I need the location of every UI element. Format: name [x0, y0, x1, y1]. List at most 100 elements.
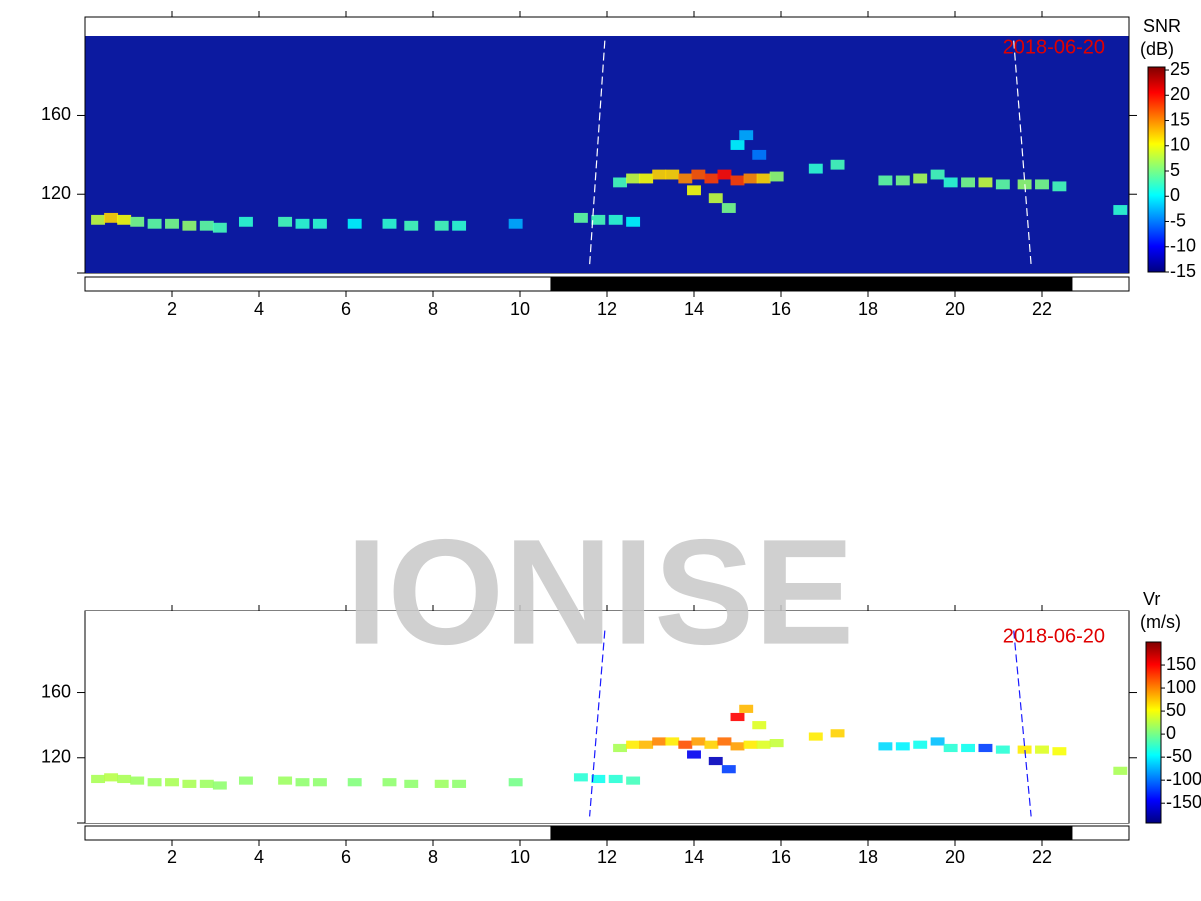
echo-cell	[404, 779, 419, 788]
echo-cell	[91, 214, 106, 225]
echo-cell	[756, 740, 771, 749]
date-label: 2018-06-20	[1003, 625, 1105, 647]
echo-cell	[347, 218, 362, 229]
echo-cell	[830, 729, 845, 738]
plot-background	[85, 611, 1129, 823]
echo-cell	[878, 742, 893, 751]
colorbar-tick-label: 150	[1166, 654, 1196, 674]
echo-cell	[238, 776, 253, 785]
x-tick-label: 12	[597, 299, 617, 319]
echo-cell	[717, 169, 732, 180]
x-tick-label: 6	[341, 847, 351, 867]
colorbar-tick-label: 100	[1166, 677, 1196, 697]
x-tick-label: 8	[428, 847, 438, 867]
echo-cell	[895, 175, 910, 186]
echo-cell	[165, 778, 179, 787]
echo-cell	[730, 742, 745, 751]
echo-cell	[704, 740, 719, 749]
x-tick-label: 12	[597, 847, 617, 867]
echo-cell	[691, 169, 706, 180]
echo-cell	[278, 216, 293, 227]
colorbar	[1147, 66, 1166, 273]
colorbar-tick-label: 5	[1170, 160, 1180, 180]
colorbar	[1145, 641, 1162, 824]
echo-cell	[613, 743, 628, 753]
night-interval	[550, 277, 1073, 291]
echo-cell	[382, 218, 397, 229]
echo-cell	[913, 173, 928, 184]
echo-cell	[652, 737, 667, 746]
echo-cell	[382, 778, 397, 787]
echo-cell	[573, 212, 588, 223]
echo-cell	[1113, 205, 1128, 215]
echo-cell	[347, 778, 362, 787]
echo-cell	[1052, 181, 1067, 192]
y-tick-label: 160	[41, 681, 71, 701]
echo-cell	[608, 774, 623, 784]
colorbar-tick-label: -15	[1170, 261, 1196, 281]
echo-cell	[508, 218, 523, 229]
echo-cell	[639, 740, 654, 749]
echo-cell	[878, 175, 893, 186]
x-tick-label: 14	[684, 299, 704, 319]
echo-cell	[199, 220, 214, 231]
colorbar-tick-label: 0	[1166, 723, 1176, 743]
echo-cell	[130, 776, 145, 785]
echo-cell	[678, 740, 693, 749]
echo-cell	[995, 179, 1010, 190]
x-tick-label: 22	[1032, 299, 1052, 319]
colorbar-tick-label: 50	[1166, 700, 1186, 720]
echo-cell	[708, 193, 723, 204]
echo-cell	[182, 220, 197, 231]
echo-cell	[930, 169, 945, 180]
echo-cell	[278, 776, 293, 785]
echo-cell	[130, 216, 145, 227]
echo-cell	[147, 778, 162, 787]
echo-cell	[452, 220, 467, 231]
echo-cell	[743, 740, 758, 749]
echo-cell	[743, 173, 758, 184]
echo-cell	[708, 756, 723, 766]
echo-cell	[626, 740, 641, 749]
plot-background	[85, 36, 1129, 273]
colorbar-tick-label: -100	[1166, 769, 1201, 789]
echo-cell	[752, 149, 767, 160]
echo-cell	[717, 737, 732, 746]
colorbar-tick-label: -150	[1166, 792, 1201, 812]
echo-cell	[295, 218, 310, 229]
echo-cell	[508, 778, 523, 787]
echo-cell	[808, 163, 823, 174]
echo-cell	[665, 169, 680, 180]
echo-cell	[769, 739, 784, 748]
echo-cell	[147, 218, 162, 229]
echo-cell	[104, 212, 119, 223]
echo-cell	[434, 220, 449, 231]
echo-cell	[961, 177, 976, 188]
echo-cell	[626, 173, 641, 184]
colorbar-tick-label: 10	[1170, 135, 1190, 155]
echo-cell	[91, 774, 106, 784]
echo-cell	[1113, 766, 1128, 775]
echo-cell	[930, 737, 945, 746]
x-tick-label: 6	[341, 299, 351, 319]
echo-cell	[591, 774, 606, 784]
terminator-line	[1013, 40, 1032, 266]
echo-cell	[730, 175, 745, 186]
x-tick-label: 20	[945, 299, 965, 319]
echo-cell	[295, 778, 310, 787]
colorbar-unit: (m/s)	[1140, 612, 1181, 632]
x-tick-label: 2	[167, 847, 177, 867]
echo-cell	[452, 779, 467, 788]
echo-cell	[721, 203, 736, 213]
echo-cell	[626, 776, 641, 785]
echo-cell	[639, 173, 654, 184]
echo-cell	[1035, 179, 1049, 190]
echo-cell	[678, 173, 693, 184]
colorbar-tick-label: 20	[1170, 84, 1190, 104]
x-tick-label: 4	[254, 847, 264, 867]
y-tick-label: 160	[41, 104, 71, 124]
x-tick-label: 2	[167, 299, 177, 319]
x-tick-label: 18	[858, 847, 878, 867]
echo-cell	[665, 737, 680, 746]
